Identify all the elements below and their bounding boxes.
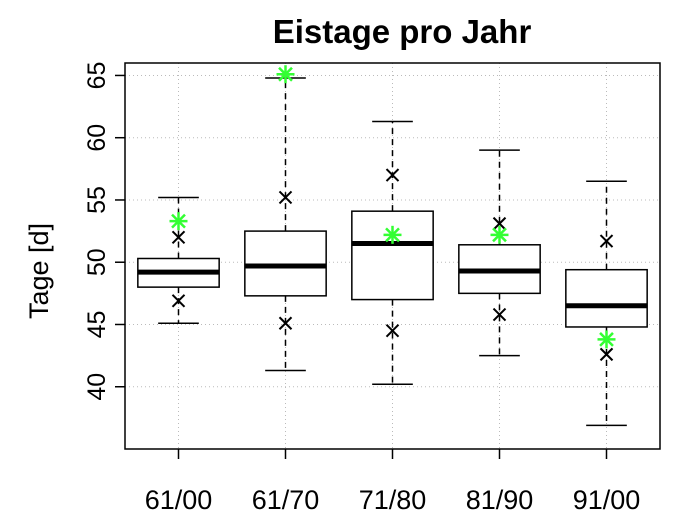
x-tick-label: 61/70	[252, 485, 320, 515]
box-iqr	[352, 211, 433, 299]
x-tick-label: 61/00	[145, 485, 213, 515]
x-tick-label: 71/80	[359, 485, 427, 515]
y-tick-label: 45	[83, 311, 111, 339]
x-tick-label: 81/90	[466, 485, 534, 515]
green-star-marker	[491, 226, 509, 244]
chart-title: Eistage pro Jahr	[273, 13, 532, 50]
y-tick-label: 60	[83, 124, 111, 152]
green-star-marker	[598, 330, 616, 348]
y-tick-label: 50	[83, 248, 111, 276]
green-star-marker	[384, 226, 402, 244]
plot-area: 40 45 50 55 60 65 61/00 61/70 71/80 81/90 91/00	[83, 62, 660, 515]
y-tick-label: 65	[83, 62, 111, 90]
green-star-marker	[277, 65, 295, 83]
y-tick-label: 55	[83, 186, 111, 214]
y-tick-label: 40	[83, 373, 111, 401]
green-star-marker	[170, 212, 188, 230]
y-axis-label: Tage [d]	[24, 223, 54, 319]
x-tick-label: 91/00	[573, 485, 641, 515]
box-iqr	[566, 270, 647, 327]
